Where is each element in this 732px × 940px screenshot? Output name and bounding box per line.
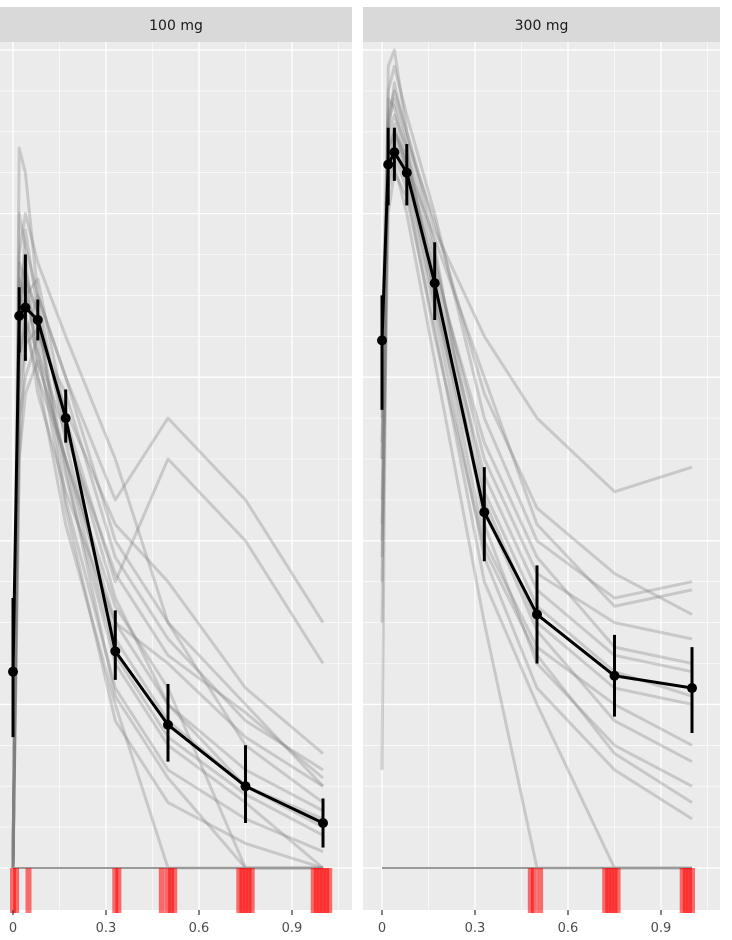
blq-rug-mark: [320, 868, 326, 913]
individual-profile-line: [11, 277, 323, 870]
panel-background: [0, 42, 352, 910]
blq-rug-mark: [171, 868, 178, 913]
x-axis-tick-label: 0: [378, 921, 386, 936]
x-axis-ticks: 0 0.3 0.6 0.9: [9, 910, 302, 936]
mean-point: [532, 609, 542, 620]
blq-rug-mark: [602, 868, 609, 913]
blq-rug-mark: [248, 868, 255, 913]
blq-rug-mark: [13, 868, 20, 913]
individual-profile-line: [11, 359, 324, 869]
individual-profile-line: [11, 212, 324, 869]
x-axis-ticks: 0 0.3 0.6 0.9: [378, 910, 671, 936]
mean-point: [163, 719, 173, 730]
blq-rug-mark: [527, 868, 534, 913]
individual-profile-line: [11, 269, 323, 870]
x-axis-tick-label: 0.6: [558, 921, 579, 936]
blq-rug-mark: [608, 868, 615, 913]
blq-rug-mark: [537, 868, 544, 913]
mean-point: [609, 670, 620, 681]
individual-profile-line: [11, 293, 325, 869]
blq-rug-mark: [689, 868, 695, 913]
blq-rug-mark: [165, 868, 171, 913]
x-axis-tick-label: 0.3: [465, 921, 486, 936]
blq-rug-mark: [313, 868, 320, 913]
mean-point: [479, 507, 490, 518]
mean-point: [60, 413, 71, 424]
mean-profile: [377, 127, 697, 734]
x-axis-tick-label: 0.6: [189, 921, 210, 936]
blq-rug-mark: [614, 868, 621, 913]
mean-point: [318, 818, 328, 829]
blq-rug-mark: [115, 868, 122, 913]
blq-rug-mark: [605, 868, 612, 913]
blq-rug-mark: [316, 868, 323, 913]
blq-rug-mark: [158, 868, 165, 913]
mean-point: [8, 666, 18, 677]
blq-rug-mark: [611, 868, 618, 913]
blq-rug-mark: [168, 868, 175, 913]
individual-profile-line: [11, 253, 324, 869]
blq-rug-marks: [527, 868, 695, 913]
mean-point: [14, 310, 25, 321]
blq-rug-mark: [530, 868, 537, 913]
individual-profile-line: [380, 130, 693, 608]
mean-point: [20, 302, 31, 313]
blq-rug-mark: [112, 868, 119, 913]
blq-rug-mark: [25, 868, 32, 913]
individual-profile-line: [380, 64, 693, 623]
mean-point: [32, 314, 43, 325]
mean-point: [240, 781, 251, 792]
blq-rug-mark: [236, 868, 243, 913]
mean-profile: [8, 254, 328, 848]
blq-rug-mark: [682, 868, 689, 913]
blq-rug-mark: [310, 868, 317, 913]
blq-rug-mark: [242, 868, 249, 913]
x-axis-tick-label: 0.9: [651, 921, 672, 936]
facet-strip-background: [363, 7, 720, 42]
individual-profile-line: [11, 146, 325, 869]
facet-strip-label: 300 mg: [515, 18, 569, 34]
blq-rug-mark: [326, 868, 333, 913]
blq-rug-mark: [323, 868, 330, 913]
individual-profile-line: [380, 171, 692, 870]
blq-rug-mark: [239, 868, 246, 913]
mean-point: [429, 278, 440, 289]
individual-profile-line: [11, 293, 324, 869]
blq-rug-mark: [245, 868, 252, 913]
individual-profile-line: [380, 81, 693, 616]
x-axis-tick-label: 0: [9, 921, 17, 936]
mean-point: [389, 147, 400, 158]
individual-profile-line: [380, 48, 693, 770]
mean-point: [401, 167, 412, 178]
blq-rug-marks: [10, 868, 333, 913]
facet-300mg: 300 mg 0 0.3 0.6 0.9: [363, 7, 720, 936]
blq-rug-mark: [10, 868, 16, 913]
mean-point: [687, 683, 697, 694]
facet-strip-label: 100 mg: [149, 18, 203, 34]
x-axis-tick-label: 0.9: [282, 921, 303, 936]
x-axis-tick-label: 0.3: [96, 921, 117, 936]
mean-point: [377, 335, 387, 346]
individual-profile-line: [380, 154, 693, 804]
individual-profile-line: [11, 277, 324, 870]
blq-rug-mark: [679, 868, 686, 913]
facet-100mg: 100 mg 0 0.3 0.6 0.9: [0, 7, 352, 936]
mean-point: [383, 159, 394, 170]
blq-rug-mark: [685, 868, 692, 913]
grid-lines: [0, 42, 352, 910]
individual-profile-line: [11, 228, 324, 869]
mean-point: [110, 646, 121, 657]
facet-strip-background: [0, 7, 352, 42]
